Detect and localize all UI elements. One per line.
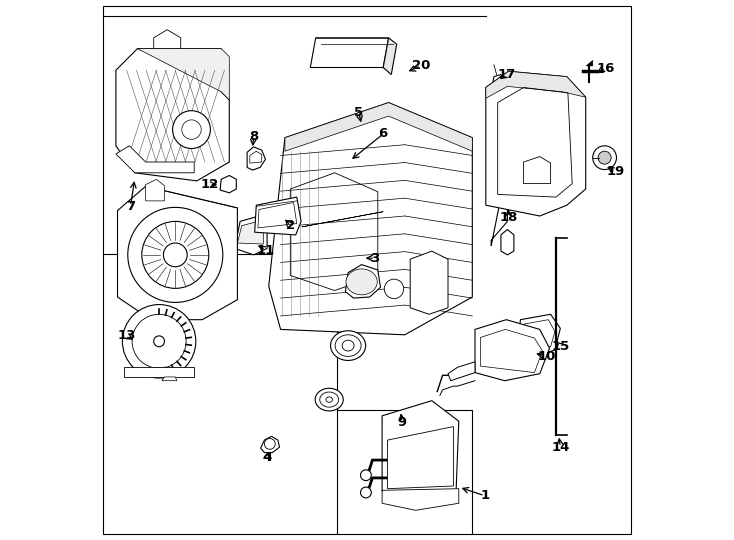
Ellipse shape xyxy=(346,269,377,295)
Polygon shape xyxy=(308,178,319,189)
Polygon shape xyxy=(137,49,229,100)
Polygon shape xyxy=(518,314,560,356)
Circle shape xyxy=(123,305,196,378)
Text: 18: 18 xyxy=(499,211,517,224)
Circle shape xyxy=(598,151,611,164)
Polygon shape xyxy=(237,221,264,244)
Polygon shape xyxy=(310,38,388,68)
Text: 1: 1 xyxy=(480,489,490,502)
Text: 3: 3 xyxy=(371,252,379,265)
Circle shape xyxy=(164,243,187,267)
Polygon shape xyxy=(586,60,593,66)
Polygon shape xyxy=(501,230,514,255)
Polygon shape xyxy=(235,216,267,255)
Polygon shape xyxy=(486,71,586,98)
Polygon shape xyxy=(124,367,195,377)
Polygon shape xyxy=(383,38,396,75)
Polygon shape xyxy=(341,173,357,197)
Polygon shape xyxy=(448,362,475,381)
Polygon shape xyxy=(153,30,181,49)
Circle shape xyxy=(533,332,542,340)
Circle shape xyxy=(172,111,211,148)
Text: 10: 10 xyxy=(537,350,556,363)
Circle shape xyxy=(132,314,186,368)
Text: 20: 20 xyxy=(412,59,430,72)
Text: 7: 7 xyxy=(126,200,135,213)
Polygon shape xyxy=(486,71,586,216)
Circle shape xyxy=(264,438,275,449)
Polygon shape xyxy=(382,401,459,503)
Polygon shape xyxy=(523,157,550,184)
Text: 5: 5 xyxy=(355,106,363,119)
Text: 9: 9 xyxy=(398,416,407,429)
Polygon shape xyxy=(344,176,355,188)
Ellipse shape xyxy=(315,388,344,411)
Text: 2: 2 xyxy=(286,219,295,232)
Polygon shape xyxy=(247,147,266,170)
Polygon shape xyxy=(285,103,472,151)
Ellipse shape xyxy=(330,330,366,361)
Circle shape xyxy=(385,279,404,299)
Ellipse shape xyxy=(326,397,333,402)
Text: 19: 19 xyxy=(606,165,625,178)
Circle shape xyxy=(360,470,371,481)
Ellipse shape xyxy=(320,392,338,407)
Text: 17: 17 xyxy=(497,68,515,81)
Circle shape xyxy=(182,120,201,139)
Polygon shape xyxy=(116,146,195,173)
Circle shape xyxy=(142,221,208,288)
Polygon shape xyxy=(250,151,262,163)
Polygon shape xyxy=(255,197,301,235)
Polygon shape xyxy=(117,186,237,320)
Text: 11: 11 xyxy=(256,244,275,256)
Text: 6: 6 xyxy=(379,127,388,140)
Text: 16: 16 xyxy=(597,62,615,75)
Polygon shape xyxy=(116,49,229,181)
Text: 12: 12 xyxy=(200,178,219,191)
Polygon shape xyxy=(475,320,550,381)
Text: 4: 4 xyxy=(263,451,272,464)
Ellipse shape xyxy=(335,335,361,356)
Polygon shape xyxy=(410,251,448,314)
Polygon shape xyxy=(261,436,280,453)
Polygon shape xyxy=(305,176,321,198)
Circle shape xyxy=(153,336,164,347)
Polygon shape xyxy=(491,75,505,92)
Polygon shape xyxy=(346,265,380,298)
Circle shape xyxy=(360,487,371,498)
Text: 13: 13 xyxy=(117,329,136,342)
Polygon shape xyxy=(382,489,459,510)
Polygon shape xyxy=(269,103,472,335)
Text: 8: 8 xyxy=(249,130,258,143)
Polygon shape xyxy=(145,179,164,201)
Text: 15: 15 xyxy=(551,340,570,353)
Polygon shape xyxy=(161,377,177,381)
Circle shape xyxy=(351,270,372,292)
Circle shape xyxy=(128,207,223,302)
Polygon shape xyxy=(220,176,236,193)
Ellipse shape xyxy=(342,340,354,351)
Text: 14: 14 xyxy=(551,441,570,454)
Circle shape xyxy=(593,146,617,170)
